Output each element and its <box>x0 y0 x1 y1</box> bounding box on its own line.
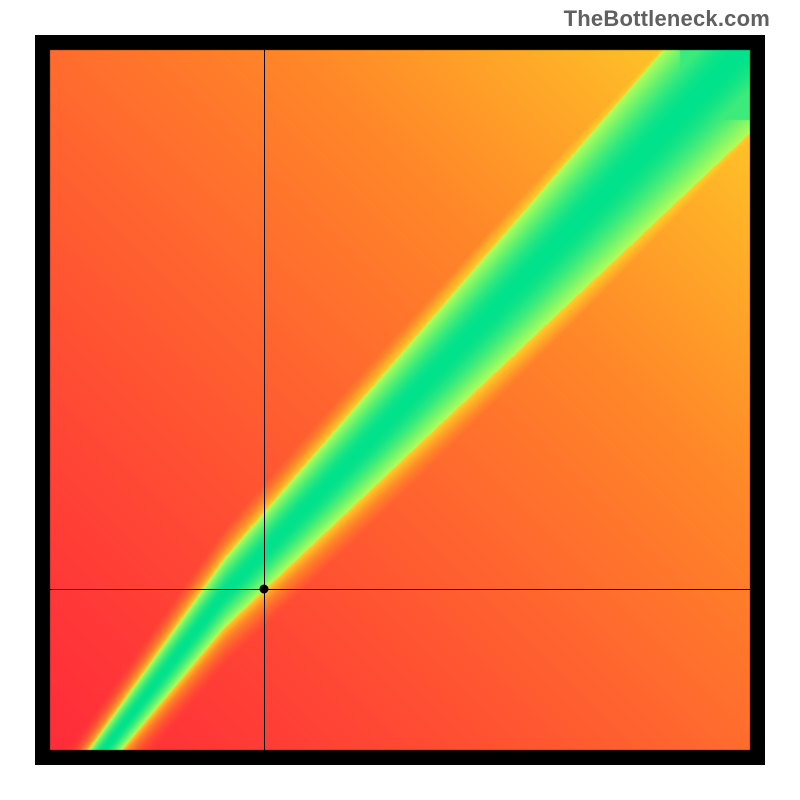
crosshair-marker <box>259 585 268 594</box>
chart-frame <box>35 35 765 765</box>
crosshair-vertical <box>264 50 265 750</box>
watermark-text: TheBottleneck.com <box>564 6 770 32</box>
root: TheBottleneck.com <box>0 0 800 800</box>
heatmap-canvas <box>35 35 765 765</box>
crosshair-horizontal <box>50 589 750 590</box>
